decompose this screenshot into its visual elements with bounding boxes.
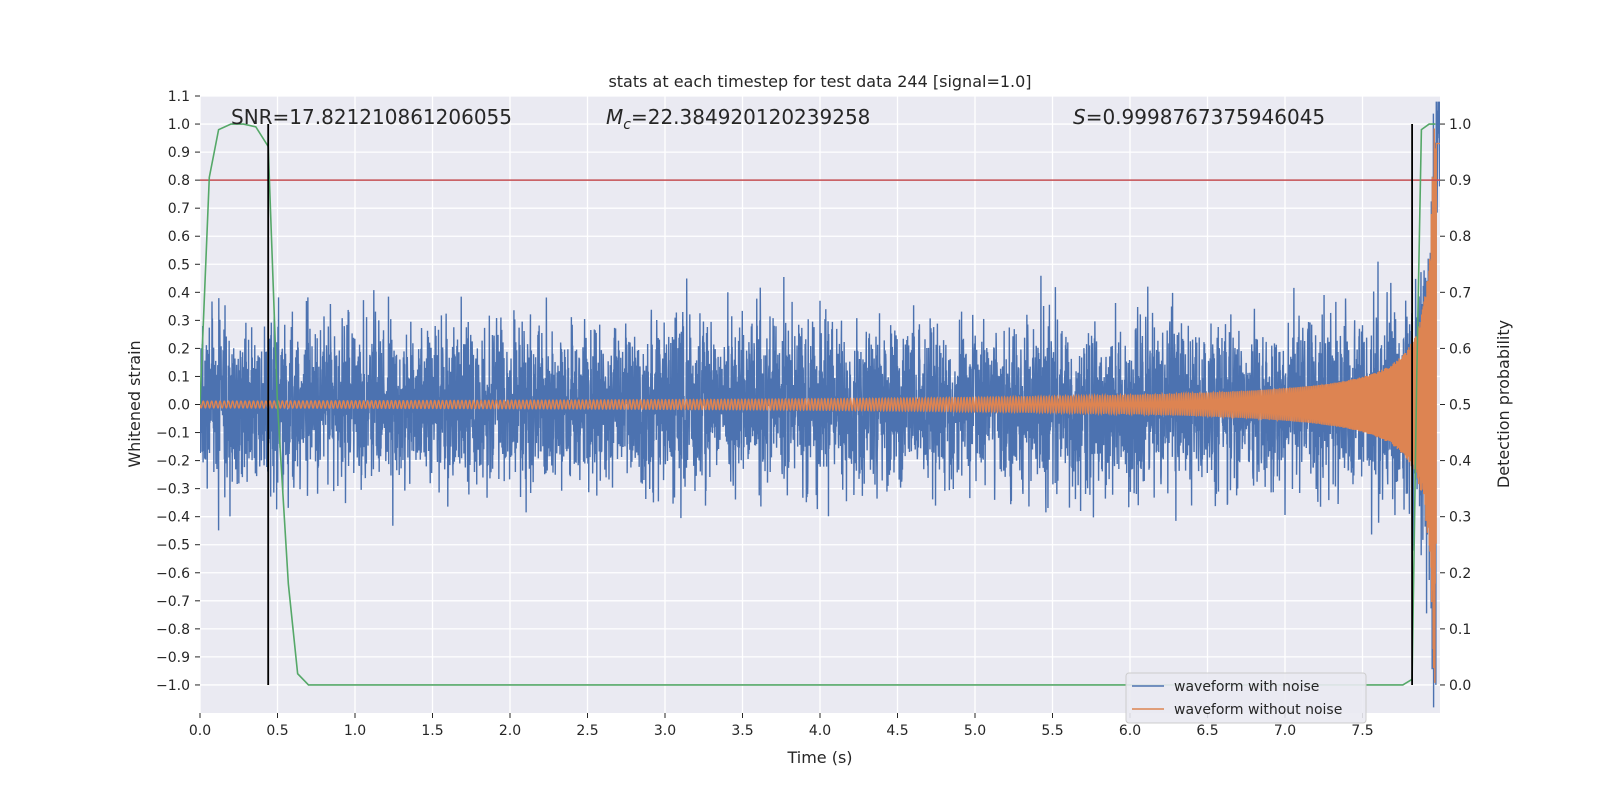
x-tick-label: 4.0 — [809, 723, 831, 739]
legend-box — [1125, 672, 1367, 724]
y-left-tick-label: 0.8 — [168, 173, 190, 189]
x-tick-label: 5.0 — [964, 723, 986, 739]
score-value: =0.9998767375946045 — [1086, 105, 1325, 129]
x-tick-label: 1.5 — [421, 723, 443, 739]
legend-label-waveform-without-noise: waveform without noise — [1174, 702, 1342, 718]
y-axis-label-left: Whitened strain — [125, 340, 144, 467]
legend: waveform with noise waveform without noi… — [1125, 672, 1367, 724]
y-right-tick-label: 0.0 — [1449, 678, 1471, 694]
y-left-tick-label: 0.7 — [168, 201, 190, 217]
score-symbol: S — [1073, 105, 1086, 129]
y-left-tick-label: −0.9 — [156, 650, 190, 666]
y-left-tick-label: 0.9 — [168, 145, 190, 161]
y-left-tick-label: −0.1 — [156, 426, 190, 442]
y-right-tick-label: 0.7 — [1449, 285, 1471, 301]
x-tick-label: 0.0 — [189, 723, 211, 739]
y-left-tick-label: 1.0 — [168, 117, 190, 133]
y-right-tick-label: 1.0 — [1449, 117, 1471, 133]
y-right-tick-label: 0.9 — [1449, 173, 1471, 189]
y-left-tick-label: −0.8 — [156, 622, 190, 638]
x-tick-label: 5.5 — [1041, 723, 1063, 739]
y-right-tick-label: 0.8 — [1449, 229, 1471, 245]
y-left-tick-label: 0.1 — [168, 369, 190, 385]
chirp-mass-symbol: M — [606, 105, 623, 129]
chirp-mass-value: =22.384920120239258 — [631, 105, 870, 129]
x-tick-label: 6.0 — [1119, 723, 1141, 739]
y-left-tick-label: 0.6 — [168, 229, 190, 245]
y-left-tick-label: 0.2 — [168, 341, 190, 357]
x-tick-label: 7.5 — [1351, 723, 1373, 739]
y-left-tick-label: −0.4 — [156, 510, 190, 526]
x-tick-label: 4.5 — [886, 723, 908, 739]
y-left-tick-label: −0.5 — [156, 538, 190, 554]
series-line-detection-probability — [200, 123, 1436, 686]
x-tick-label: 2.5 — [576, 723, 598, 739]
x-tick-label: 7.0 — [1274, 723, 1296, 739]
y-axis-label-right: Detection probability — [1494, 320, 1513, 488]
x-tick-label: 6.5 — [1196, 723, 1218, 739]
y-left-tick-label: 0.3 — [168, 313, 190, 329]
x-tick-label: 2.0 — [499, 723, 521, 739]
y-left-tick-label: −0.2 — [156, 454, 190, 470]
x-tick-label: 0.5 — [266, 723, 288, 739]
score-annotation: S=0.9998767375946045 — [1073, 105, 1325, 129]
chart-title: stats at each timestep for test data 244… — [608, 72, 1031, 91]
legend-label-waveform-with-noise: waveform with noise — [1174, 679, 1319, 695]
y-right-tick-label: 0.6 — [1449, 341, 1471, 357]
snr-annotation: SNR=17.821210861206055 — [231, 105, 512, 129]
series-line-waveform-without-noise — [200, 128, 1440, 683]
y-left-tick-label: −1.0 — [156, 678, 190, 694]
y-left-tick-label: 0.4 — [168, 285, 190, 301]
y-left-tick-label: −0.3 — [156, 482, 190, 498]
x-axis-label: Time (s) — [786, 748, 852, 767]
chirp-mass-annotation: Mc=22.384920120239258 — [606, 105, 870, 133]
y-left-tick-label: 0.5 — [168, 257, 190, 273]
x-tick-label: 3.5 — [731, 723, 753, 739]
y-right-tick-label: 0.4 — [1449, 454, 1471, 470]
chirp-mass-subscript: c — [623, 117, 631, 133]
y-right-tick-label: 0.3 — [1449, 510, 1471, 526]
x-tick-label: 1.0 — [344, 723, 366, 739]
y-left-tick-label: −0.7 — [156, 594, 190, 610]
y-left-tick-label: 0.0 — [168, 398, 190, 414]
y-right-tick-label: 0.5 — [1449, 398, 1471, 414]
y-right-tick-label: 0.2 — [1449, 566, 1471, 582]
y-right-tick-label: 0.1 — [1449, 622, 1471, 638]
y-left-tick-label: −0.6 — [156, 566, 190, 582]
y-left-tick-label: 1.1 — [168, 89, 190, 105]
x-tick-label: 3.0 — [654, 723, 676, 739]
